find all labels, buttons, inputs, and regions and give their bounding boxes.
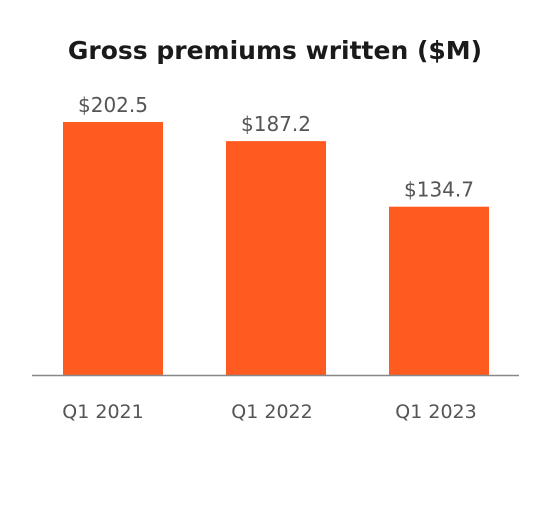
- bar-3: [389, 206, 489, 375]
- value-labels-group: $202.5 $187.2 $134.7: [78, 93, 474, 202]
- x-tick-label-2: Q1 2022: [231, 401, 312, 423]
- chart-title: Gross premiums written ($M): [67, 36, 483, 65]
- bars-group: [63, 122, 489, 375]
- tick-labels-group: Q1 2021 Q1 2022 Q1 2023: [62, 401, 476, 423]
- bar-2: [226, 141, 326, 375]
- x-tick-label-3: Q1 2023: [395, 401, 476, 423]
- bar-value-label-2: $187.2: [241, 112, 311, 136]
- bar-1: [63, 122, 163, 375]
- x-tick-label-1: Q1 2021: [62, 401, 143, 423]
- bar-value-label-1: $202.5: [78, 93, 148, 117]
- bar-value-label-3: $134.7: [404, 178, 474, 202]
